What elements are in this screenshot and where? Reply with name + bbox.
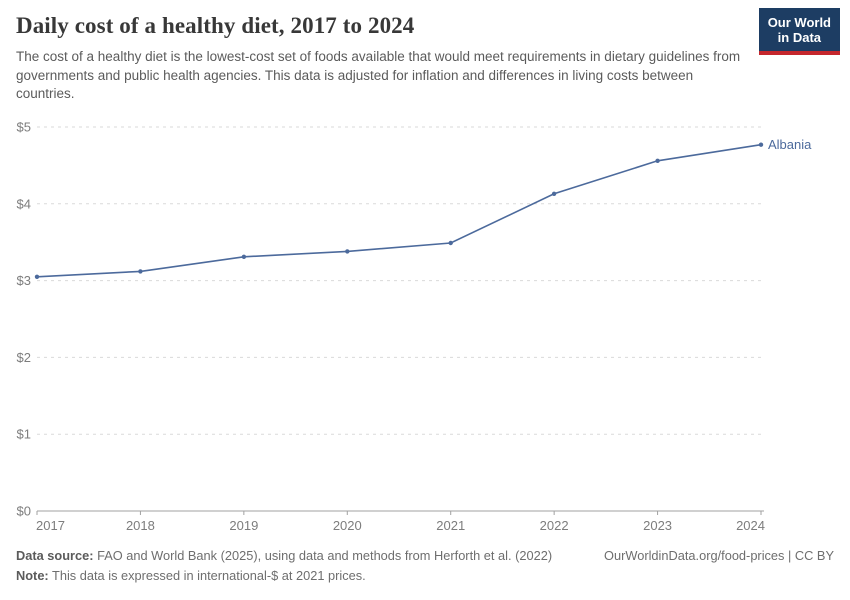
footer-note-row: Note: This data is expressed in internat… [16, 566, 834, 586]
data-point[interactable] [345, 249, 350, 254]
data-point[interactable] [448, 240, 453, 246]
y-axis-tick-label: $4 [17, 196, 31, 211]
x-axis-tick-label: 2017 [36, 518, 65, 533]
data-source-label: Data source: [16, 548, 94, 563]
chart-header: Daily cost of a healthy diet, 2017 to 20… [16, 13, 756, 104]
data-point[interactable] [655, 158, 660, 163]
series-end-label[interactable]: Albania [768, 137, 812, 152]
data-point[interactable] [241, 254, 247, 259]
y-axis-tick-label: $0 [17, 504, 31, 519]
x-axis-tick-label: 2023 [643, 518, 672, 533]
y-axis-tick-label: $2 [17, 350, 31, 365]
owid-logo-line2: in Data [777, 30, 822, 46]
owid-logo[interactable]: Our World in Data [758, 8, 840, 55]
x-axis-tick-label: 2019 [229, 518, 258, 533]
owid-logo-line1: Our World [767, 15, 831, 30]
data-source-text: Data source: FAO and World Bank (2025), … [16, 546, 552, 566]
x-axis-tick-label: 2020 [333, 518, 362, 533]
chart-svg: $0 $1 $2 $3 $4 $5 2017 2018 2019 2020 2021 2022 2023… [17, 120, 813, 534]
page-title: Daily cost of a healthy diet, 2017 to 20… [16, 13, 415, 38]
y-axis-tick-label: $5 [17, 120, 31, 135]
x-axis-tick-label: 2022 [540, 518, 569, 533]
footer-link[interactable]: OurWorldinData.org/food-prices | CC BY [604, 548, 834, 563]
x-axis-tick-label: 2018 [126, 518, 155, 533]
line-chart: $0 $1 $2 $3 $4 $5 2017 2018 2019 2020 2021 2022 2023… [0, 117, 850, 535]
chart-subtitle: The cost of a healthy diet is the lowest… [16, 49, 741, 102]
note-label: Note: [16, 568, 49, 584]
footer-source-row: Data source: FAO and World Bank (2025), … [16, 546, 834, 566]
x-axis-tick-label: 2024 [736, 518, 765, 533]
data-point[interactable] [138, 269, 143, 274]
data-source-value: FAO and World Bank (2025), using data an… [93, 548, 553, 563]
series-line[interactable] [36, 143, 762, 278]
data-point[interactable] [758, 142, 764, 147]
data-point[interactable] [34, 274, 40, 279]
note-value: This data is expressed in international-… [48, 568, 366, 584]
x-axis-tick-label: 2021 [436, 518, 465, 533]
chart-footer: Data source: FAO and World Bank (2025), … [16, 546, 834, 587]
y-axis-tick-label: $3 [17, 273, 31, 288]
y-axis-tick-label: $1 [17, 427, 31, 442]
data-point[interactable] [551, 191, 557, 196]
